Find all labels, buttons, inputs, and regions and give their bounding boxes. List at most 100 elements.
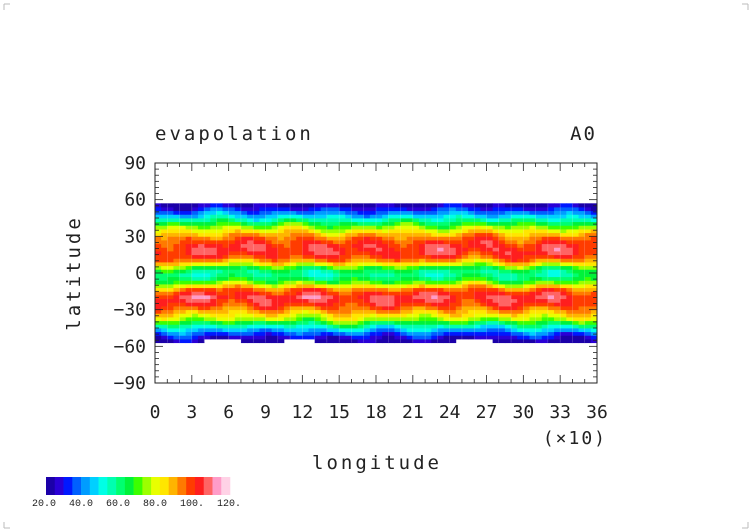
heatmap-cell [572, 331, 579, 336]
heatmap-cell [161, 265, 168, 270]
heatmap-cell [259, 214, 266, 219]
heatmap-cell [511, 317, 518, 322]
heatmap-cell [376, 295, 383, 300]
heatmap-cell [547, 295, 555, 300]
heatmap-cell [259, 309, 266, 314]
heatmap-cell [535, 247, 543, 252]
heatmap-cell [437, 335, 444, 340]
heatmap-cell [394, 247, 401, 252]
x-axis-label: longitude [312, 452, 442, 474]
heatmap-cell [560, 240, 567, 245]
heatmap-cell [394, 254, 401, 259]
heatmap-cell [449, 273, 457, 278]
heatmap-cell [197, 324, 205, 329]
heatmap-cell [314, 331, 322, 336]
heatmap-cell [234, 210, 242, 215]
heatmap-cell [535, 232, 543, 237]
heatmap-cell [547, 203, 555, 208]
heatmap-cell [578, 243, 586, 248]
heatmap-cell [449, 218, 457, 223]
heatmap-cell [578, 291, 586, 296]
heatmap-cell [259, 339, 266, 344]
heatmap-cell [511, 287, 518, 292]
heatmap-cell [560, 328, 567, 333]
heatmap-cell [584, 214, 592, 219]
heatmap-cell [302, 225, 309, 230]
heatmap-cell [210, 284, 217, 289]
heatmap-cell [185, 221, 193, 226]
colorbar-swatch [81, 477, 91, 495]
heatmap-cell [277, 287, 285, 292]
heatmap-cell [461, 302, 469, 307]
heatmap-cell [265, 331, 273, 336]
heatmap-cell [400, 214, 408, 219]
heatmap-cell [480, 214, 487, 219]
heatmap-cell [431, 258, 438, 263]
heatmap-cell [523, 335, 530, 340]
heatmap-cell [302, 313, 309, 318]
heatmap-cell [320, 265, 328, 270]
heatmap-cell [259, 254, 266, 259]
heatmap-cell [247, 258, 254, 263]
heatmap-cell [173, 258, 180, 263]
heatmap-cell [529, 214, 537, 219]
heatmap-cell [455, 207, 463, 212]
heatmap-cell [253, 273, 260, 278]
heatmap-cell [363, 232, 371, 237]
heatmap-cell [474, 243, 481, 248]
heatmap-cell [216, 284, 223, 289]
heatmap-cell [590, 214, 598, 219]
heatmap-cell [535, 265, 543, 270]
heatmap-cell [277, 262, 285, 267]
heatmap-cell [308, 225, 316, 230]
heatmap-cell [167, 331, 174, 336]
heatmap-cell [308, 295, 316, 300]
heatmap-cell [191, 291, 199, 296]
heatmap-cell [308, 320, 316, 325]
heatmap-cell [253, 262, 260, 267]
heatmap-cell [216, 258, 223, 263]
heatmap-cell [511, 298, 518, 303]
heatmap-cell [541, 265, 549, 270]
heatmap-cell [431, 262, 438, 267]
heatmap-cell [566, 210, 573, 215]
heatmap-cell [486, 291, 494, 296]
heatmap-cell [443, 232, 451, 237]
heatmap-cell [296, 214, 303, 219]
heatmap-cell [339, 339, 346, 344]
heatmap-cell [351, 320, 358, 325]
heatmap-cell [179, 214, 187, 219]
heatmap-cell [271, 218, 279, 223]
heatmap-cell [449, 280, 457, 285]
heatmap-cell [296, 221, 303, 226]
heatmap-cell [197, 214, 205, 219]
heatmap-cell [259, 295, 266, 300]
heatmap-cell [560, 258, 567, 263]
heatmap-cell [210, 331, 217, 336]
heatmap-cell [400, 236, 408, 241]
heatmap-cell [253, 210, 260, 215]
heatmap-cell [535, 221, 543, 226]
heatmap-cell [541, 339, 549, 344]
heatmap-cell [339, 328, 346, 333]
heatmap-cell [314, 203, 322, 208]
heatmap-cell [247, 225, 254, 230]
heatmap-cell [161, 317, 168, 322]
heatmap-cell [333, 291, 340, 296]
heatmap-cell [185, 295, 193, 300]
heatmap-cell [517, 225, 524, 230]
heatmap-cell [283, 221, 291, 226]
heatmap-cell [584, 229, 592, 234]
heatmap-cell [461, 243, 469, 248]
heatmap-cell [511, 258, 518, 263]
heatmap-cell [455, 214, 463, 219]
heatmap-cell [486, 331, 494, 336]
heatmap-cell [222, 218, 230, 223]
heatmap-cell [566, 339, 573, 344]
heatmap-cell [216, 262, 223, 267]
heatmap-cell [437, 324, 444, 329]
heatmap-cell [339, 320, 346, 325]
heatmap-cell [425, 221, 432, 226]
heatmap-cell [191, 324, 199, 329]
heatmap-cell [197, 320, 205, 325]
